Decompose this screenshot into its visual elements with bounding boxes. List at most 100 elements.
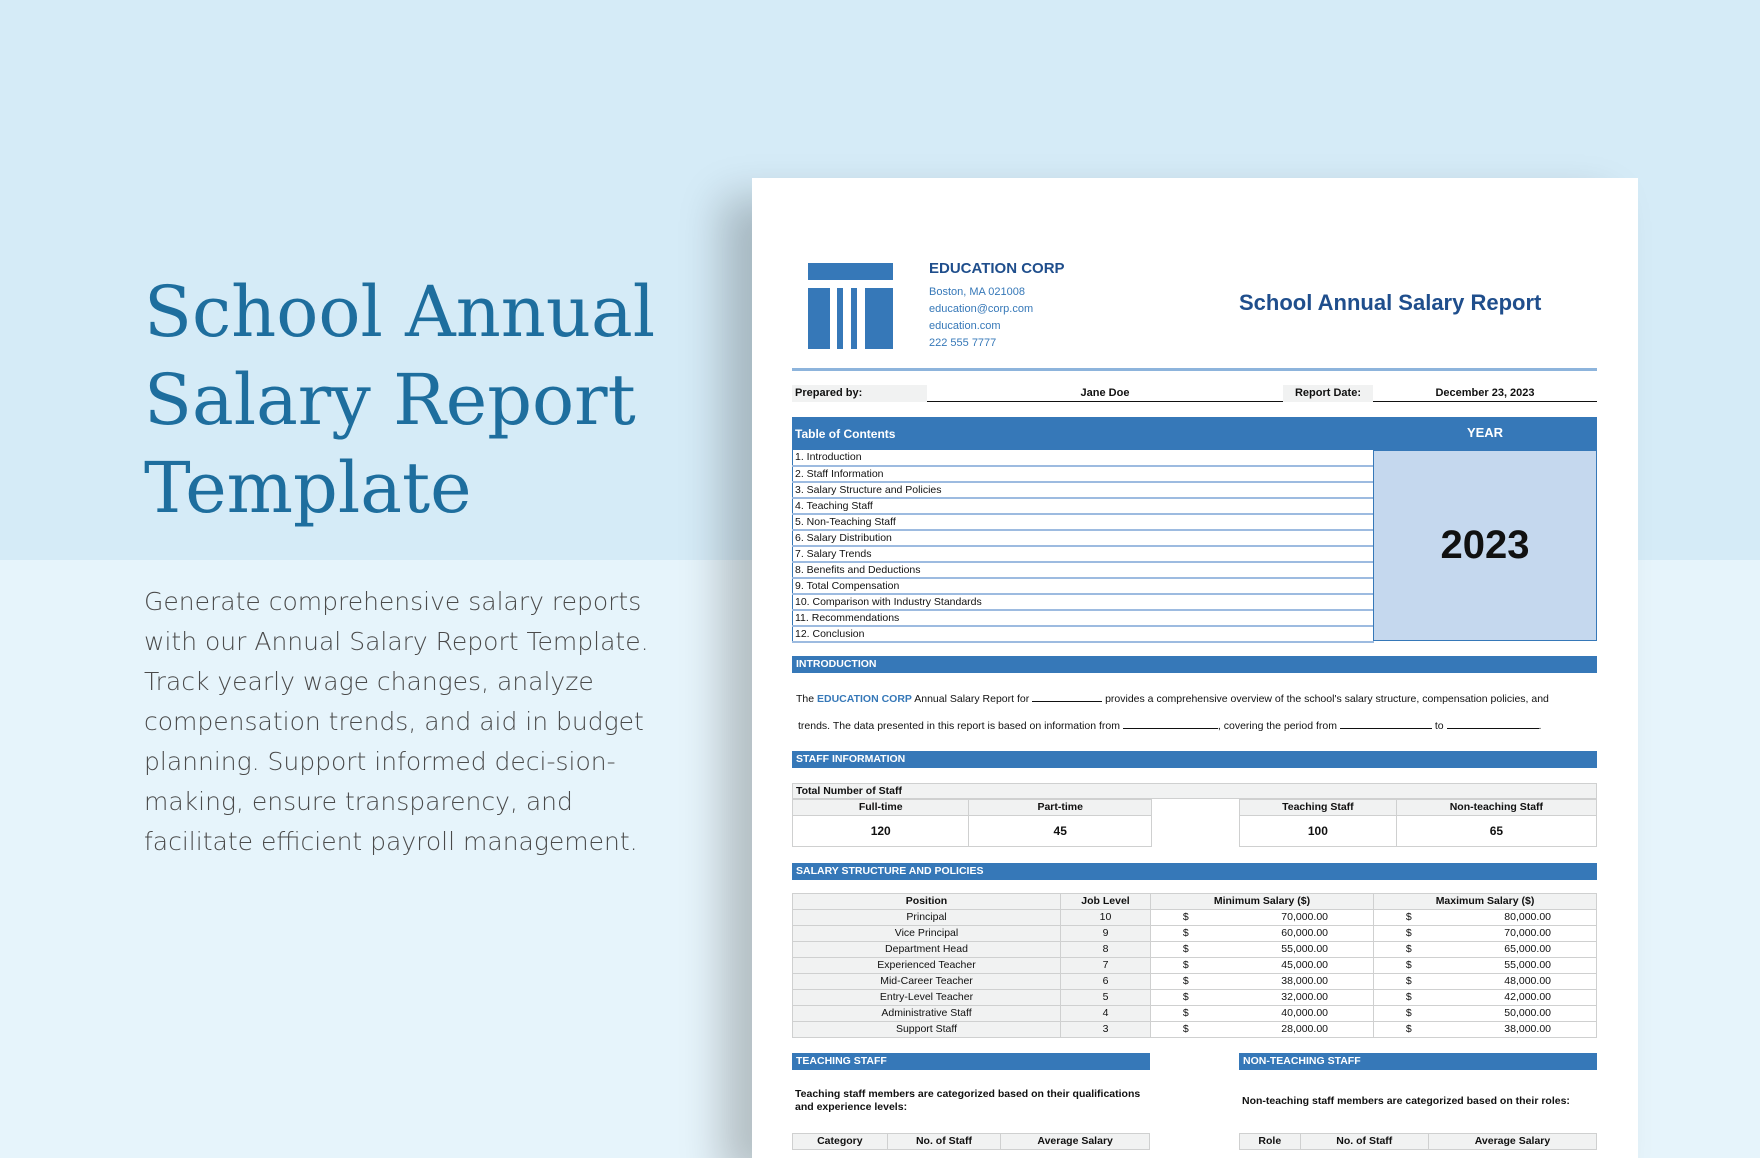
year-header: YEAR	[1466, 425, 1504, 440]
min-salary-cell: 32,000.00	[1220, 989, 1374, 1006]
position-cell: Support Staff	[792, 1021, 1061, 1038]
toc-item[interactable]: 6. Salary Distribution	[792, 530, 1374, 547]
currency-cell: $	[1373, 957, 1444, 974]
non-teaching-staff-header: NON-TEACHING STAFF	[1239, 1053, 1597, 1070]
toc-item[interactable]: 4. Teaching Staff	[792, 498, 1374, 515]
min-salary-cell: 38,000.00	[1220, 973, 1374, 990]
logo-icon	[865, 288, 893, 349]
currency-cell: $	[1150, 1005, 1221, 1022]
report-date-label: Report Date:	[1283, 385, 1373, 402]
col-position: Position	[792, 893, 1061, 910]
company-email: education@corp.com	[929, 303, 1034, 315]
table-row: Department Head 8 $55,000.00 $65,000.00	[792, 941, 1597, 958]
col-full-time: Full-time	[791, 799, 970, 816]
toc-item-label: 12. Conclusion	[792, 626, 1374, 643]
position-cell: Administrative Staff	[792, 1005, 1061, 1022]
toc-item[interactable]: 1. Introduction	[792, 450, 1374, 467]
table-row: Entry-Level Teacher 5 $32,000.00 $42,000.00	[792, 989, 1597, 1006]
toc-item[interactable]: 3. Salary Structure and Policies	[792, 482, 1374, 499]
hero-title: School Annual Salary Report Template	[144, 271, 656, 529]
toc-item-label: 6. Salary Distribution	[792, 530, 1374, 547]
col-no-of-staff: No. of Staff	[1299, 1133, 1429, 1150]
job-level-cell: 7	[1060, 957, 1151, 974]
min-salary-cell: 45,000.00	[1220, 957, 1374, 974]
teaching-value: 100	[1239, 815, 1397, 847]
job-level-cell: 10	[1060, 909, 1151, 926]
non-teaching-value: 65	[1395, 815, 1598, 847]
salary-structure-header: SALARY STRUCTURE AND POLICIES	[792, 863, 1597, 880]
col-average-salary: Average Salary	[1000, 1133, 1150, 1150]
max-salary-cell: 70,000.00	[1443, 925, 1597, 942]
report-title: School Annual Salary Report	[1239, 290, 1542, 315]
toc-item-label: 2. Staff Information	[792, 466, 1374, 483]
col-no-of-staff: No. of Staff	[886, 1133, 1002, 1150]
max-salary-cell: 65,000.00	[1443, 941, 1597, 958]
total-staff-label: Total Number of Staff	[792, 783, 1597, 799]
col-min-salary: Minimum Salary ($)	[1150, 893, 1374, 910]
toc-item[interactable]: 2. Staff Information	[792, 466, 1374, 483]
position-cell: Entry-Level Teacher	[792, 989, 1061, 1006]
min-salary-cell: 70,000.00	[1220, 909, 1374, 926]
toc-title: Table of Contents	[795, 427, 896, 441]
col-average-salary: Average Salary	[1427, 1133, 1598, 1150]
position-cell: Principal	[792, 909, 1061, 926]
currency-cell: $	[1150, 941, 1221, 958]
toc-item-label: 1. Introduction	[792, 450, 1374, 467]
toc-item-label: 4. Teaching Staff	[792, 498, 1374, 515]
col-role: Role	[1239, 1133, 1301, 1150]
table-row: Vice Principal 9 $60,000.00 $70,000.00	[792, 925, 1597, 942]
prepared-by-label: Prepared by:	[792, 385, 927, 402]
company-website: education.com	[929, 320, 1001, 332]
col-teaching: Teaching Staff	[1239, 799, 1397, 816]
teaching-staff-header: TEACHING STAFF	[792, 1053, 1150, 1070]
currency-cell: $	[1373, 973, 1444, 990]
job-level-cell: 6	[1060, 973, 1151, 990]
toc-list: 1. Introduction 2. Staff Information 3. Sa…	[792, 450, 1374, 643]
position-cell: Department Head	[792, 941, 1061, 958]
toc-item-label: 8. Benefits and Deductions	[792, 562, 1374, 579]
table-row: Support Staff 3 $28,000.00 $38,000.00	[792, 1021, 1597, 1038]
currency-cell: $	[1150, 1021, 1221, 1038]
staff-type-table: Teaching Staff Non-teaching Staff 100 65	[1239, 799, 1598, 847]
toc-item[interactable]: 10. Comparison with Industry Standards	[792, 594, 1374, 611]
col-part-time: Part-time	[968, 799, 1152, 816]
divider	[792, 368, 1597, 371]
col-job-level: Job Level	[1060, 893, 1151, 910]
introduction-text-2: trends. The data presented in this repor…	[798, 720, 1542, 732]
toc-item[interactable]: 9. Total Compensation	[792, 578, 1374, 595]
currency-cell: $	[1150, 957, 1221, 974]
non-teaching-staff-table: Role No. of Staff Average Salary	[1239, 1133, 1598, 1150]
year-value: 2023	[1373, 450, 1597, 641]
teaching-staff-text: Teaching staff members are categorized b…	[795, 1088, 1141, 1113]
max-salary-cell: 42,000.00	[1443, 989, 1597, 1006]
toc-item-label: 11. Recommendations	[792, 610, 1374, 627]
max-salary-cell: 80,000.00	[1443, 909, 1597, 926]
min-salary-cell: 28,000.00	[1220, 1021, 1374, 1038]
company-address: Boston, MA 021008	[929, 286, 1026, 298]
salary-table: Position Job Level Minimum Salary ($) Maxim…	[792, 893, 1597, 1038]
position-cell: Vice Principal	[792, 925, 1061, 942]
max-salary-cell: 55,000.00	[1443, 957, 1597, 974]
logo-icon	[808, 288, 830, 349]
prepared-by-field[interactable]: Jane Doe	[927, 385, 1283, 402]
toc-item-label: 7. Salary Trends	[792, 546, 1374, 563]
toc-item[interactable]: 11. Recommendations	[792, 610, 1374, 627]
report-date-field[interactable]: December 23, 2023	[1373, 385, 1597, 402]
currency-cell: $	[1150, 973, 1221, 990]
currency-cell: $	[1373, 925, 1444, 942]
position-cell: Experienced Teacher	[792, 957, 1061, 974]
toc-item-label: 5. Non-Teaching Staff	[792, 514, 1374, 531]
toc-item[interactable]: 7. Salary Trends	[792, 546, 1374, 563]
toc-item[interactable]: 8. Benefits and Deductions	[792, 562, 1374, 579]
toc-item[interactable]: 5. Non-Teaching Staff	[792, 514, 1374, 531]
currency-cell: $	[1373, 941, 1444, 958]
teaching-staff-table: Category No. of Staff Average Salary	[792, 1133, 1150, 1150]
col-category: Category	[792, 1133, 888, 1150]
table-row: Administrative Staff 4 $40,000.00 $50,000.0…	[792, 1005, 1597, 1022]
logo-icon	[851, 288, 857, 349]
col-max-salary: Maximum Salary ($)	[1373, 893, 1597, 910]
currency-cell: $	[1150, 909, 1221, 926]
toc-item[interactable]: 12. Conclusion	[792, 626, 1374, 643]
non-teaching-staff-text: Non-teaching staff members are categoriz…	[1242, 1095, 1570, 1107]
job-level-cell: 4	[1060, 1005, 1151, 1022]
